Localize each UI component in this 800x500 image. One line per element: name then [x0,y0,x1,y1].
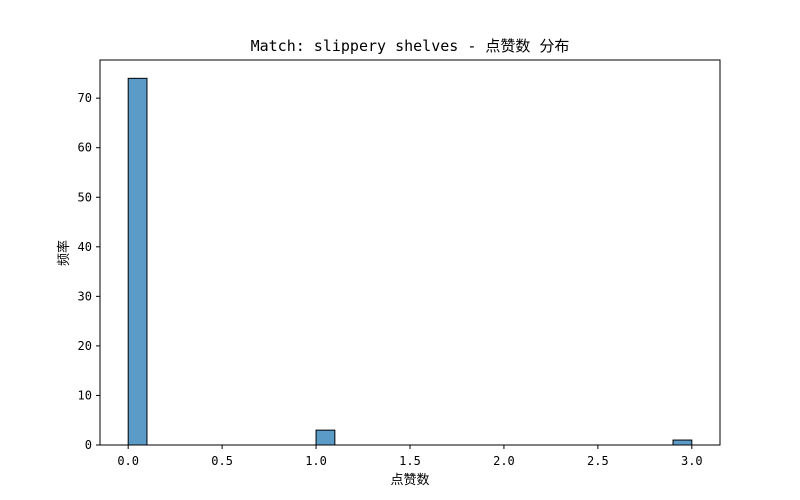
plot-frame [99,59,721,446]
x-tick-label-4: 2.0 [493,454,515,468]
x-axis: 0.0 0.5 1.0 1.5 2.0 2.5 3.0 [117,445,703,468]
y-tick-label-1: 10 [78,388,92,402]
y-tick-label-4: 40 [78,240,92,254]
x-axis-title: 点赞数 [390,473,429,488]
bars-group [127,77,693,446]
y-tick-label-7: 70 [78,91,92,105]
histogram-bar-0 [127,77,148,446]
y-tick-label-2: 20 [78,339,92,353]
y-tick-label-0: 0 [85,438,92,452]
x-tick-label-1: 0.5 [211,454,233,468]
chart-title: Match: slippery shelves - 点赞数 分布 [251,37,570,55]
x-tick-label-5: 2.5 [587,454,609,468]
histogram-bar-2 [672,439,693,446]
x-tick-label-0: 0.0 [117,454,139,468]
histogram-bar-1 [315,429,336,446]
y-tick-label-5: 50 [78,190,92,204]
y-axis: 0 10 20 30 40 50 60 70 [78,91,100,452]
y-tick-label-3: 30 [78,289,92,303]
x-tick-label-3: 1.5 [399,454,421,468]
x-tick-label-6: 3.0 [681,454,703,468]
y-axis-title: 频率 [56,240,72,266]
y-tick-label-6: 60 [78,141,92,155]
x-tick-label-2: 1.0 [305,454,327,468]
